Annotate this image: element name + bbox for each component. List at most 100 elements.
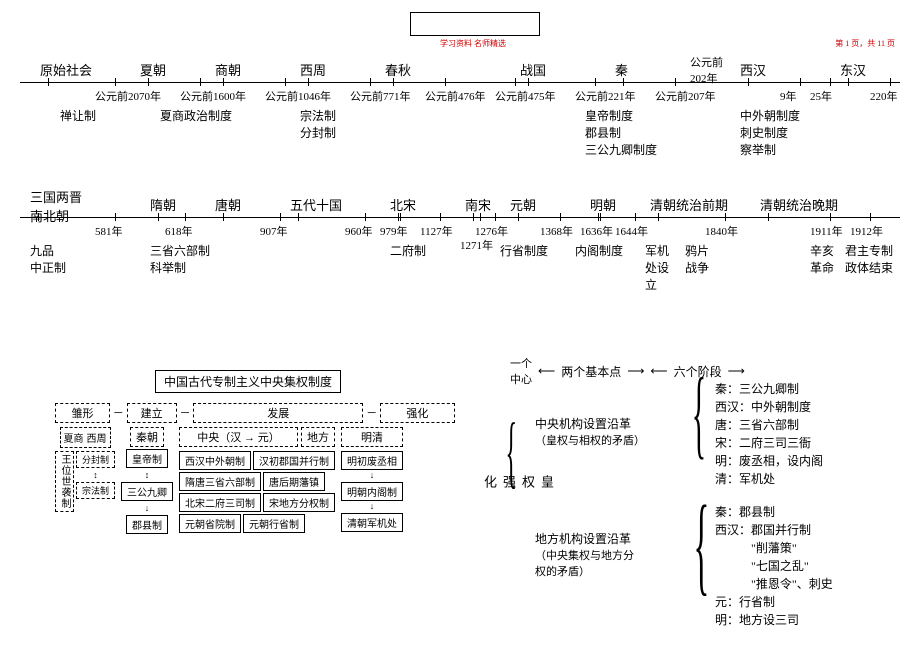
- cell-fenfeng: 分封制: [76, 451, 115, 468]
- dr-l1-2: 唐：三省六部制: [715, 416, 823, 434]
- date-label: 960年: [345, 223, 373, 239]
- cell-zongfa: 宗法制: [76, 482, 115, 499]
- era-label: 商朝: [215, 60, 241, 79]
- era-label: 西周: [300, 60, 326, 79]
- cell-huangdi: 皇帝制: [126, 449, 168, 468]
- era-label: 元朝: [510, 195, 536, 214]
- era-label: 春秋: [385, 60, 411, 79]
- dr-b2-sub: （中央集权与地方分 权的矛盾）: [535, 547, 634, 579]
- note-label: 二府制: [390, 243, 426, 260]
- dr-l1-5: 清：军机处: [715, 470, 823, 488]
- col-mingqing: 明清: [341, 427, 403, 447]
- note-label: 皇帝制度 郡县制 三公九卿制度: [585, 108, 657, 158]
- date-label: 公元前1046年: [265, 88, 331, 104]
- date-label: 1911年: [810, 223, 843, 239]
- cell-c6-0: 明初废丞相: [341, 451, 403, 470]
- date-label: 581年: [95, 223, 123, 239]
- cell-wangwei: 王位世袭制: [55, 451, 74, 512]
- stage-0: 雏形: [55, 403, 110, 423]
- dr-yige: 一个 中心: [510, 355, 532, 387]
- date-label: 公元前221年: [575, 88, 636, 104]
- era-special: 公元前 202年: [690, 54, 723, 86]
- dr-l2-5: 元：行省制: [715, 593, 833, 611]
- note-label: 军机 处设 立: [645, 243, 669, 293]
- cell-c5-3: 元朝行省制: [243, 514, 305, 533]
- note-label: 鸦片 战争: [685, 243, 709, 277]
- note-label: 行省制度: [500, 243, 548, 260]
- date-label: 1912年: [850, 223, 883, 239]
- header-pagenum: 第 1 页，共 11 页: [835, 38, 895, 49]
- note-label: 中外朝制度 刺史制度 察举制: [740, 108, 800, 158]
- date-label: 1276年: [475, 223, 508, 239]
- header-subtitle: 学习资料 名师精选: [440, 38, 506, 49]
- diag-title: 中国古代专制主义中央集权制度: [155, 370, 341, 393]
- dr-b1-sub: （皇权与相权的矛盾）: [535, 432, 645, 448]
- dr-l2-4: "推恩令"、刺史: [715, 575, 833, 593]
- col-qin: 秦朝: [130, 427, 164, 447]
- date-label: 1368年: [540, 223, 573, 239]
- dr-l1-4: 明：废丞相，设内阁: [715, 452, 823, 470]
- diagram-centralization: 中国古代专制主义中央集权制度 雏形─建立─发展─强化 夏商 西周 王位世袭制 分…: [55, 370, 455, 534]
- cell-c5-1: 唐后期藩镇: [263, 472, 325, 491]
- date-label: 1644年: [615, 223, 648, 239]
- note-label: 辛亥 革命: [810, 243, 834, 277]
- diagram-evolution: 一个 中心 ⟵两个基本点⟶ ⟵六个阶段⟶ 皇权强化 { 中央机构设置沿革 （皇权…: [480, 355, 900, 387]
- cell-c5-2: 宋地方分权制: [263, 493, 335, 512]
- dr-l2-1: 西汉：郡国并行制: [715, 521, 833, 539]
- title-box: [410, 12, 540, 36]
- date-label: 公元前207年: [655, 88, 716, 104]
- era-label: 唐朝: [215, 195, 241, 214]
- date-label: 618年: [165, 223, 193, 239]
- cell-c5-0: 汉初郡国并行制: [253, 451, 335, 470]
- cell-c4-0: 西汉中外朝制: [179, 451, 251, 470]
- date-label: 1127年: [420, 223, 453, 239]
- note-label: 内阁制度: [575, 243, 623, 260]
- dr-l2-3: "七国之乱": [715, 557, 833, 575]
- cell-c4-2: 北宋二府三司制: [179, 493, 261, 512]
- col-xizhou: 西周: [87, 430, 107, 445]
- cell-c6-1: 明朝内阁制: [341, 482, 403, 501]
- era-label: 北宋: [390, 195, 416, 214]
- dr-l2-0: 秦：郡县制: [715, 503, 833, 521]
- dr-b1-title: 中央机构设置沿革: [535, 415, 645, 432]
- era-label: 隋朝: [150, 195, 176, 214]
- cell-sangong: 三公九卿: [121, 482, 173, 501]
- date-label: 公元前1600年: [180, 88, 246, 104]
- dr-l1-1: 西汉：中外朝制度: [715, 398, 823, 416]
- era-label: 东汉: [840, 60, 866, 79]
- cell-c6-2: 清朝军机处: [341, 513, 403, 532]
- date-label: 1271年: [460, 237, 493, 253]
- era-label: 南宋: [465, 195, 491, 214]
- date-label: 1840年: [705, 223, 738, 239]
- date-label: 公元前771年: [350, 88, 411, 104]
- note-label: 宗法制 分封制: [300, 108, 336, 142]
- stage-2: 发展: [193, 403, 363, 423]
- col-difang: 地方: [301, 427, 335, 447]
- dr-b2-title: 地方机构设置沿革: [535, 530, 634, 547]
- era-label: 清朝统治晚期: [760, 195, 838, 214]
- cell-c4-3: 元朝省院制: [179, 514, 241, 533]
- date-label: 25年: [810, 88, 832, 104]
- date-label: 907年: [260, 223, 288, 239]
- dr-center-label: 皇权强化: [480, 475, 556, 490]
- era-label: 战国: [520, 60, 546, 79]
- era-label: 夏朝: [140, 60, 166, 79]
- note-label: 君主专制 政体结束: [845, 243, 893, 277]
- date-label: 公元前475年: [495, 88, 556, 104]
- dr-l1-0: 秦：三公九卿制: [715, 380, 823, 398]
- date-label: 1636年: [580, 223, 613, 239]
- dr-l2-6: 明：地方设三司: [715, 611, 833, 629]
- date-label: 9年: [780, 88, 797, 104]
- col-xiashang: 夏商: [64, 430, 84, 445]
- date-label: 公元前2070年: [95, 88, 161, 104]
- date-label: 220年: [870, 88, 898, 104]
- note-label: 禅让制: [60, 108, 96, 125]
- note-label: 夏商政治制度: [160, 108, 232, 125]
- cell-c4-1: 隋唐三省六部制: [179, 472, 261, 491]
- era-label: 明朝: [590, 195, 616, 214]
- date-label: 979年: [380, 223, 408, 239]
- date-label: 公元前476年: [425, 88, 486, 104]
- era-label: 秦: [615, 60, 628, 79]
- era-label: 原始社会: [40, 60, 92, 79]
- stage-1: 建立: [127, 403, 177, 423]
